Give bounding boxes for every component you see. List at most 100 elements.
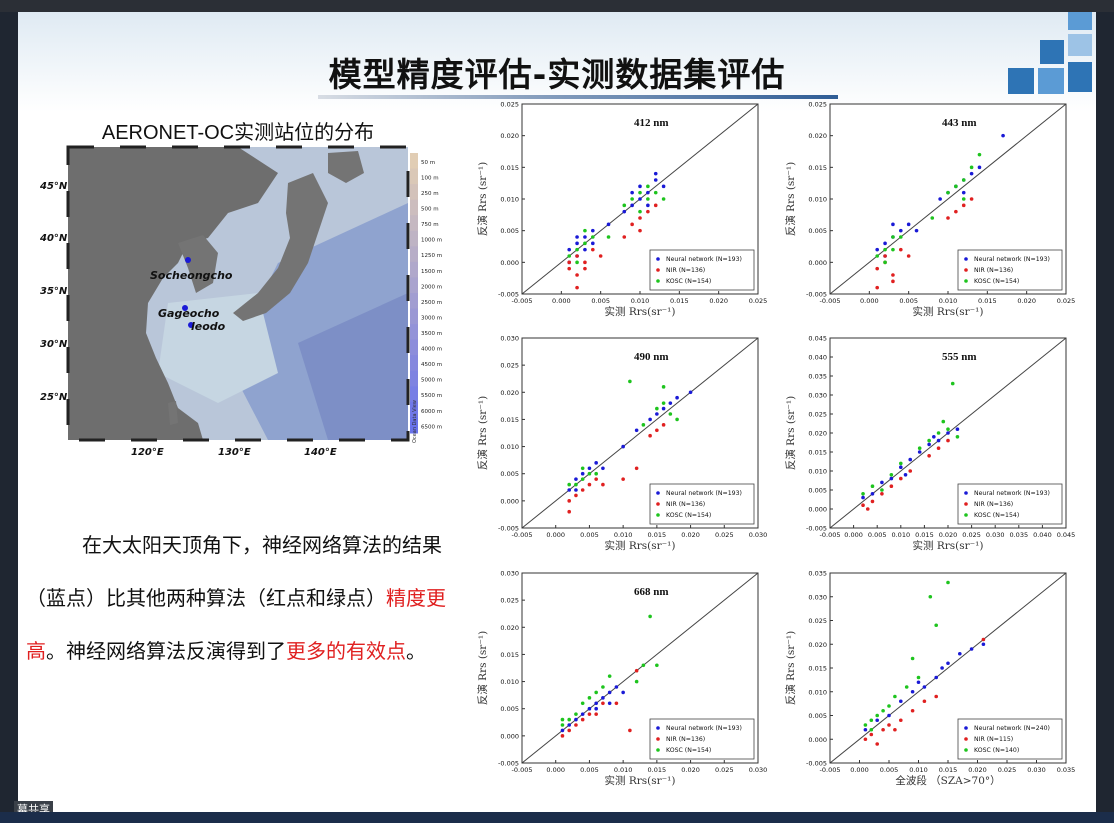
x-tick-label: 0.005 xyxy=(580,531,599,539)
legend-box xyxy=(957,718,1063,760)
colorbar-segment xyxy=(410,308,418,325)
data-point xyxy=(574,493,578,498)
data-point xyxy=(899,699,903,704)
y-tick-label: 0.035 xyxy=(808,570,827,578)
one-to-one-line xyxy=(829,572,1067,764)
data-point xyxy=(908,469,913,473)
data-point xyxy=(899,465,903,469)
data-point xyxy=(668,401,673,405)
y-tick-label: -0.005 xyxy=(498,760,519,768)
data-point xyxy=(575,254,579,258)
y-tick-label: 0.030 xyxy=(500,570,519,578)
lat-label: 30°N xyxy=(40,339,68,350)
data-point xyxy=(899,476,903,481)
x-tick-label: 0.000 xyxy=(860,297,879,305)
data-point xyxy=(922,685,927,689)
y-tick-label: 0.015 xyxy=(808,164,827,172)
scatter-chart: -0.005 0.000 0.005 0.010 0.015 0.020 0.025 0.03… xyxy=(784,335,1075,553)
data-point xyxy=(932,435,936,439)
station-gageocho xyxy=(182,305,188,311)
data-point xyxy=(580,701,585,706)
data-point xyxy=(969,197,974,201)
map-land-japan xyxy=(233,173,328,321)
data-point xyxy=(621,444,625,449)
data-point xyxy=(891,235,895,239)
data-point xyxy=(870,484,875,488)
data-point xyxy=(567,499,571,503)
data-point xyxy=(869,732,874,737)
legend-marker xyxy=(964,748,968,752)
data-point xyxy=(940,666,944,670)
legend-marker xyxy=(964,279,968,283)
data-point xyxy=(641,423,646,427)
colorbar-segment xyxy=(410,277,418,294)
data-point xyxy=(941,419,946,424)
data-point xyxy=(969,171,974,176)
legend-label: NIR (N=136) xyxy=(974,501,1013,508)
colorbar-tick-label: 1500 m xyxy=(421,269,442,275)
scatter-chart: -0.005 0.000 0.005 0.010 0.015 0.020 0.025 -0.0… xyxy=(476,101,767,319)
data-point xyxy=(916,680,921,685)
title-underline xyxy=(318,95,838,99)
data-point xyxy=(863,737,868,742)
legend-marker xyxy=(656,257,660,261)
data-point xyxy=(575,260,579,265)
x-tick-label: -0.005 xyxy=(820,531,841,539)
data-point xyxy=(863,727,868,732)
data-point xyxy=(594,701,598,706)
data-point xyxy=(977,152,982,157)
x-axis-label: 全波段 （SZA>70°） xyxy=(895,774,1000,787)
data-point xyxy=(869,718,874,723)
legend-marker xyxy=(656,502,660,506)
scatter-panel: -0.005 0.000 0.005 0.010 0.015 0.020 0.025 -0.0… xyxy=(470,98,772,330)
colorbar-segment xyxy=(410,168,418,185)
data-point xyxy=(955,427,960,431)
legend-label: Neural network (N=193) xyxy=(666,490,742,497)
data-point xyxy=(934,675,938,680)
data-point xyxy=(955,435,960,439)
data-point xyxy=(574,482,578,487)
data-point xyxy=(946,438,950,443)
desc-text-2: 。神经网络算法反演得到了 xyxy=(46,641,286,663)
data-point xyxy=(655,406,659,411)
data-point xyxy=(653,190,658,195)
colorbar-segment xyxy=(410,417,418,434)
data-point xyxy=(880,492,884,496)
legend-marker xyxy=(656,491,660,495)
y-tick-label: 0.045 xyxy=(808,335,827,343)
station-label-ieodo: leodo xyxy=(191,320,226,333)
desc-text-1: 在大太阳天顶角下，神经网络算法的结果（蓝点）比其他两种算法（红点和绿点） xyxy=(26,535,442,610)
y-tick-label: 0.020 xyxy=(500,624,519,632)
x-tick-label: 0.025 xyxy=(715,531,734,539)
y-tick-label: 0.015 xyxy=(500,651,519,659)
data-point xyxy=(622,235,627,239)
data-point xyxy=(870,499,875,504)
data-point xyxy=(587,482,592,487)
data-point xyxy=(638,209,642,214)
data-point xyxy=(861,503,865,507)
y-tick-label: 0.010 xyxy=(500,678,519,686)
x-axis-label: 实测 Rrs(sr⁻¹) xyxy=(912,305,983,318)
data-point xyxy=(930,216,935,220)
y-axis-label: 反演 Rrs (sr⁻¹) xyxy=(476,162,489,236)
panel-title: 443 nm xyxy=(942,117,977,129)
colorbar-segment xyxy=(410,230,418,247)
colorbar-segment xyxy=(410,401,418,418)
colorbar-tick-label: 4500 m xyxy=(421,362,442,368)
x-tick-label: 0.010 xyxy=(909,766,928,774)
data-point xyxy=(870,492,875,496)
x-tick-label: 0.040 xyxy=(1033,531,1052,539)
data-point xyxy=(922,699,927,704)
data-point xyxy=(567,247,571,252)
scatter-panel: -0.005 0.000 0.005 0.010 0.015 0.020 0.025 0.03… xyxy=(470,332,772,564)
data-point xyxy=(891,273,895,277)
x-tick-label: 0.025 xyxy=(715,766,734,774)
data-point xyxy=(981,642,986,647)
y-tick-label: -0.005 xyxy=(498,525,519,533)
data-point xyxy=(594,471,598,476)
y-tick-label: 0.000 xyxy=(500,259,519,267)
data-point xyxy=(560,723,565,727)
colorbar-segment xyxy=(410,246,418,263)
legend-marker xyxy=(964,257,968,261)
data-point xyxy=(575,273,579,277)
